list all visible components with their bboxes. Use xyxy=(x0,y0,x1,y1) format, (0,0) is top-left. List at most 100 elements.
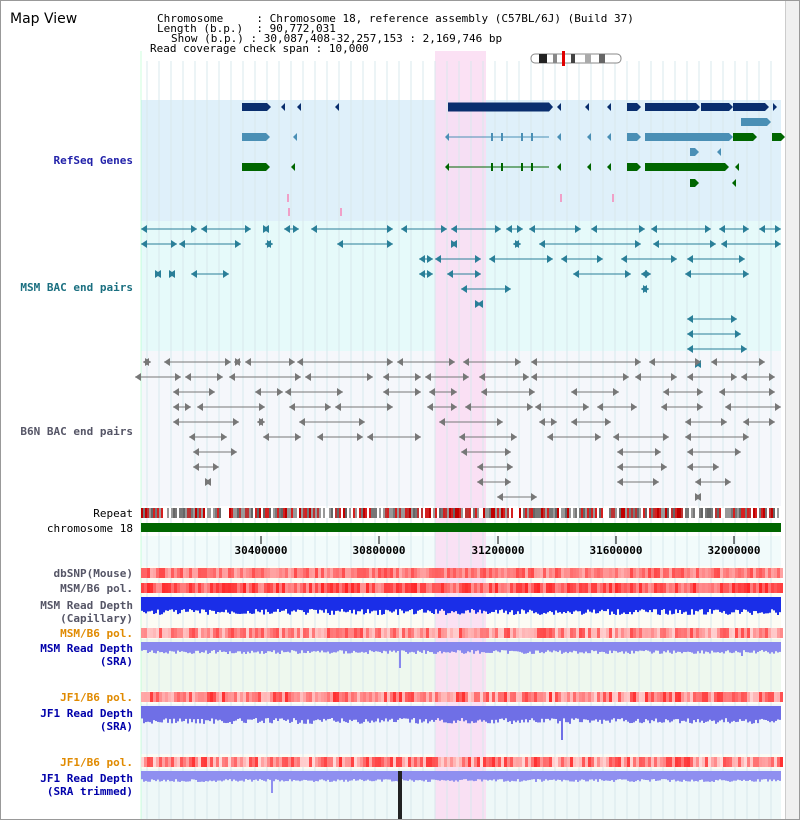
heat-cell xyxy=(612,757,615,767)
depth-bar xyxy=(481,597,483,614)
depth-bar xyxy=(699,771,701,781)
heat-cell xyxy=(264,757,267,767)
depth-bar xyxy=(497,706,499,723)
heat-cell xyxy=(726,583,729,593)
heat-cell xyxy=(162,568,165,578)
bac-end xyxy=(387,240,393,248)
heat-cell xyxy=(621,568,624,578)
repeat-mark xyxy=(735,508,737,518)
depth-bar xyxy=(277,706,279,722)
depth-bar xyxy=(287,642,289,652)
heat-cell xyxy=(447,628,450,638)
depth-bar xyxy=(755,706,757,720)
repeat-mark xyxy=(339,508,341,518)
heat-cell xyxy=(510,628,513,638)
strand-marker xyxy=(291,163,295,171)
depth-bar xyxy=(769,706,771,723)
vertical-scrollbar[interactable] xyxy=(785,1,799,819)
depth-bar xyxy=(707,597,709,613)
depth-bar xyxy=(719,597,721,612)
heat-cell xyxy=(411,628,414,638)
heat-cell xyxy=(315,757,318,767)
heat-cell xyxy=(561,568,564,578)
depth-bar xyxy=(415,597,417,614)
depth-bar xyxy=(377,771,379,780)
gene-arrow xyxy=(765,103,769,111)
heat-cell xyxy=(738,628,741,638)
bac-end xyxy=(463,358,469,366)
depth-bar xyxy=(393,597,395,612)
depth-bar xyxy=(665,706,667,720)
heat-cell xyxy=(534,583,537,593)
heat-cell xyxy=(174,628,177,638)
depth-bar xyxy=(621,706,623,719)
depth-bar xyxy=(151,597,153,611)
heat-cell xyxy=(288,568,291,578)
bac-end xyxy=(505,448,511,456)
heat-cell xyxy=(249,628,252,638)
depth-bar xyxy=(623,642,625,654)
heat-cell xyxy=(480,692,483,702)
depth-bar xyxy=(193,597,195,612)
track-label-refseq[interactable]: RefSeq Genes xyxy=(53,154,133,167)
heat-cell xyxy=(327,568,330,578)
heat-cell xyxy=(546,568,549,578)
depth-bar xyxy=(547,771,549,781)
heat-cell xyxy=(657,757,660,767)
depth-bar xyxy=(461,771,463,780)
track-label-b6n-bac[interactable]: B6N BAC end pairs xyxy=(20,425,133,438)
bac-end xyxy=(185,403,191,411)
depth-bar xyxy=(617,642,619,653)
depth-bar xyxy=(165,642,167,653)
heat-cell xyxy=(351,628,354,638)
repeat-mark xyxy=(687,508,689,518)
depth-bar xyxy=(475,771,477,781)
depth-bar xyxy=(195,597,197,611)
depth-bar xyxy=(627,771,629,781)
depth-bar xyxy=(493,642,495,652)
heat-cell xyxy=(387,568,390,578)
depth-bar xyxy=(689,771,691,782)
track-label-msm-bac[interactable]: MSM BAC end pairs xyxy=(20,281,133,294)
bac-end xyxy=(713,463,719,471)
heat-cell xyxy=(603,628,606,638)
depth-bar xyxy=(265,642,267,653)
bac-end xyxy=(685,433,691,441)
exon xyxy=(521,133,523,141)
heat-cell xyxy=(498,757,501,767)
depth-bar xyxy=(705,597,707,615)
heat-cell xyxy=(189,568,192,578)
depth-bar xyxy=(251,642,253,651)
heat-cell xyxy=(318,628,321,638)
repeat-mark xyxy=(337,508,339,518)
heat-cell xyxy=(198,628,201,638)
depth-bar xyxy=(735,706,737,723)
heat-cell xyxy=(597,568,600,578)
repeat-mark xyxy=(183,508,185,518)
repeat-mark xyxy=(161,508,163,518)
depth-bar xyxy=(523,597,525,611)
heat-cell xyxy=(585,692,588,702)
bac-end xyxy=(169,270,175,278)
bac-end xyxy=(383,388,389,396)
heat-cell xyxy=(204,583,207,593)
depth-bar xyxy=(687,642,689,652)
depth-bar xyxy=(519,642,521,652)
repeat-mark xyxy=(567,508,569,518)
depth-bar xyxy=(473,597,475,611)
heat-cell xyxy=(333,757,336,767)
depth-bar xyxy=(325,706,327,721)
depth-bar xyxy=(541,706,543,719)
heat-cell xyxy=(246,628,249,638)
heat-cell xyxy=(753,628,756,638)
heat-cell xyxy=(441,692,444,702)
heat-cell xyxy=(393,628,396,638)
depth-bar xyxy=(287,597,289,614)
depth-bar xyxy=(481,642,483,653)
heat-cell xyxy=(513,757,516,767)
repeat-mark xyxy=(181,508,183,518)
depth-bar xyxy=(429,597,431,612)
depth-bar xyxy=(647,597,649,613)
repeat-mark xyxy=(759,508,761,518)
